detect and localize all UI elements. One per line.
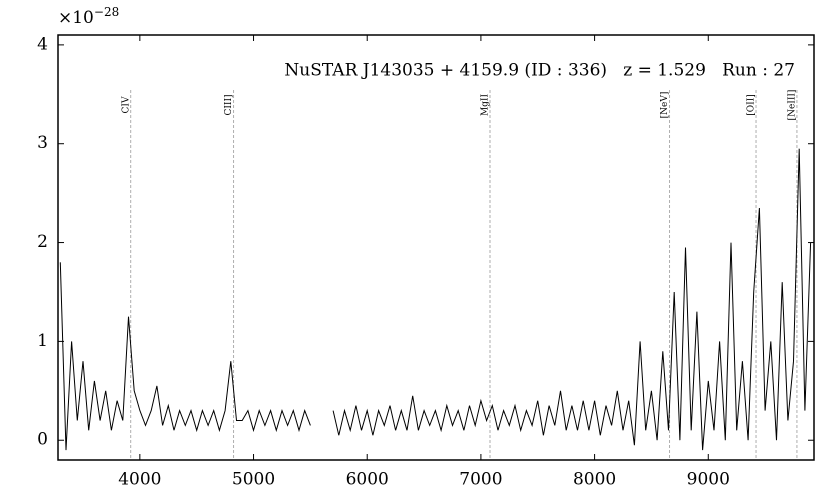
x-tick-label: 4000: [118, 470, 161, 490]
y-tick-label: 1: [37, 331, 48, 351]
x-tick-label: 9000: [687, 470, 730, 490]
y-tick-label: 0: [37, 430, 48, 450]
multiplier: ×10−28: [58, 5, 119, 28]
x-tick-label: 5000: [232, 470, 275, 490]
spectrum: [59, 148, 812, 451]
multiplier-base: ×10: [58, 8, 94, 28]
annotation: NuSTAR J143035 + 4159.9 (ID : 336) z = 1…: [284, 61, 795, 81]
x-tick-label: 7000: [459, 470, 502, 490]
emission-line-label: [OII]: [747, 94, 757, 116]
multiplier-exponent: −28: [94, 5, 119, 19]
y-tick-label: 3: [37, 133, 48, 153]
x-tick-label: 8000: [573, 470, 616, 490]
emission-line-label: CIII]: [224, 94, 234, 115]
emission-line-label: [NeIII]: [787, 90, 797, 121]
emission-line-label: MgII: [481, 94, 491, 117]
plot-frame: [57, 34, 815, 461]
emission-line-label: [NeV]: [660, 92, 670, 119]
y-tick-label: 4: [37, 34, 48, 54]
emission-line-label: CIV: [121, 96, 131, 113]
y-tick-label: 2: [37, 232, 48, 252]
x-tick-label: 6000: [346, 470, 389, 490]
